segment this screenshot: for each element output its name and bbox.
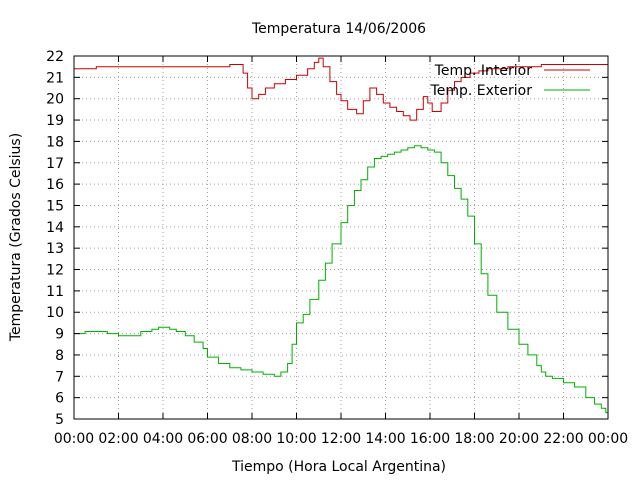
chart-title: Temperatura 14/06/2006 <box>251 21 426 37</box>
y-tick-label: 10 <box>46 305 64 321</box>
legend-label-interior: Temp. Interior <box>434 63 533 79</box>
x-axis-title: Tiempo (Hora Local Argentina) <box>231 459 446 475</box>
y-tick-label: 20 <box>46 92 64 108</box>
x-tick-label: 12:00 <box>321 431 361 447</box>
y-tick-label: 14 <box>46 220 64 236</box>
y-tick-labels: 5 6 7 8 9 10 11 12 13 14 15 16 17 18 19 20 21 22 <box>46 49 64 428</box>
x-tick-label: 20:00 <box>499 431 539 447</box>
y-tick-label: 13 <box>46 241 64 257</box>
y-tick-label: 19 <box>46 113 64 129</box>
x-tick-label: 10:00 <box>276 431 316 447</box>
x-tick-label: 04:00 <box>143 431 183 447</box>
y-tick-label: 16 <box>46 177 64 193</box>
y-tick-label: 9 <box>55 327 64 343</box>
y-tick-label: 6 <box>55 391 64 407</box>
legend: Temp. Interior Temp. Exterior <box>430 63 590 99</box>
grid <box>74 56 608 419</box>
legend-label-exterior: Temp. Exterior <box>430 83 533 99</box>
x-tick-label: 22:00 <box>543 431 583 447</box>
x-tick-label: 06:00 <box>187 431 227 447</box>
series-line-exterior <box>74 145 609 415</box>
y-tick-label: 11 <box>46 284 64 300</box>
x-tick-label: 02:00 <box>98 431 138 447</box>
y-tick-label: 21 <box>46 70 64 86</box>
y-tick-label: 18 <box>46 134 64 150</box>
y-tick-label: 5 <box>55 412 64 428</box>
x-tick-label: 16:00 <box>410 431 450 447</box>
x-tick-labels: 00:00 02:00 04:00 06:00 08:00 10:00 12:00 14:00… <box>54 431 628 447</box>
x-tick-label: 14:00 <box>365 431 405 447</box>
y-axis-title: Temperatura (Grados Celsius) <box>8 133 24 342</box>
y-tick-label: 22 <box>46 49 64 65</box>
x-tick-label: 00:00 <box>588 431 628 447</box>
series-layer <box>74 57 609 415</box>
series-line-interior <box>74 57 608 121</box>
ticks <box>73 55 609 420</box>
x-tick-label: 00:00 <box>54 431 94 447</box>
y-tick-label: 12 <box>46 263 64 279</box>
y-tick-label: 15 <box>46 198 64 214</box>
y-tick-label: 17 <box>46 156 64 172</box>
y-tick-label: 7 <box>55 369 64 385</box>
x-tick-label: 08:00 <box>232 431 272 447</box>
x-tick-label: 18:00 <box>454 431 494 447</box>
y-tick-label: 8 <box>55 348 64 364</box>
